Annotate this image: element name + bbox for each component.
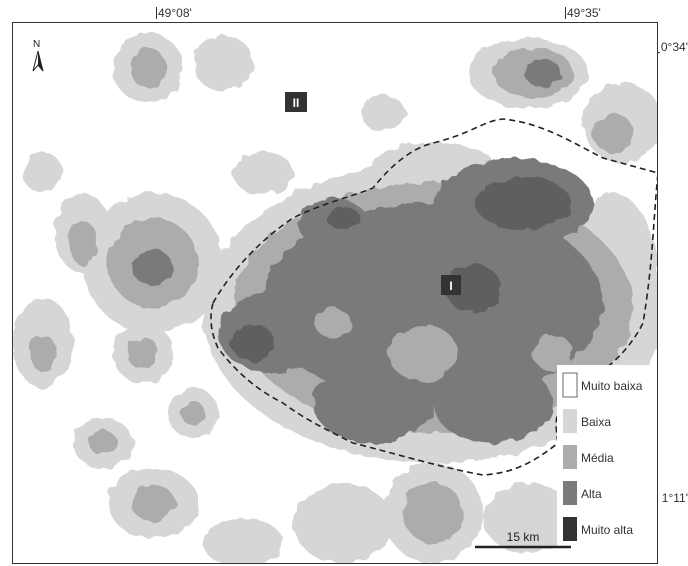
coordinate-right-top: 0°34'	[655, 40, 688, 54]
legend-swatch-alta	[563, 481, 577, 505]
legend-label-media: Média	[581, 451, 614, 465]
north-arrow-icon: N	[32, 39, 44, 72]
legend-label-baixa: Baixa	[581, 415, 611, 429]
zone-i-badge	[441, 275, 461, 295]
class-interior-holes	[315, 308, 573, 381]
legend-label-alta: Alta	[581, 487, 602, 501]
zone-i-label: I	[449, 279, 452, 293]
scale-bar-label: 15 km	[507, 530, 540, 544]
zone-ii-badge	[285, 92, 307, 112]
coordinate-right-bottom: 1°11'	[661, 491, 688, 505]
legend-swatch-baixa	[563, 409, 577, 433]
coordinate-top-left: 49°08'	[156, 6, 192, 20]
coordinate-top-right: 49°35'	[565, 6, 601, 20]
legend-swatch-muito-alta	[563, 517, 577, 541]
legend-swatch-muito-baixa	[562, 372, 578, 398]
scale-bar: 15 km	[475, 530, 571, 549]
map-frame: II I N Muito baixa Baixa Média Alta Muit…	[12, 22, 658, 564]
legend-label-muito-alta: Muito alta	[581, 523, 633, 537]
zone-ii-label: II	[293, 96, 300, 110]
density-map: II I N Muito baixa Baixa Média Alta Muit…	[13, 33, 657, 563]
legend: Muito baixa Baixa Média Alta Muito alta	[557, 365, 657, 563]
north-label: N	[33, 39, 40, 50]
legend-swatch-media	[563, 445, 577, 469]
legend-label-muito-baixa: Muito baixa	[581, 379, 643, 393]
